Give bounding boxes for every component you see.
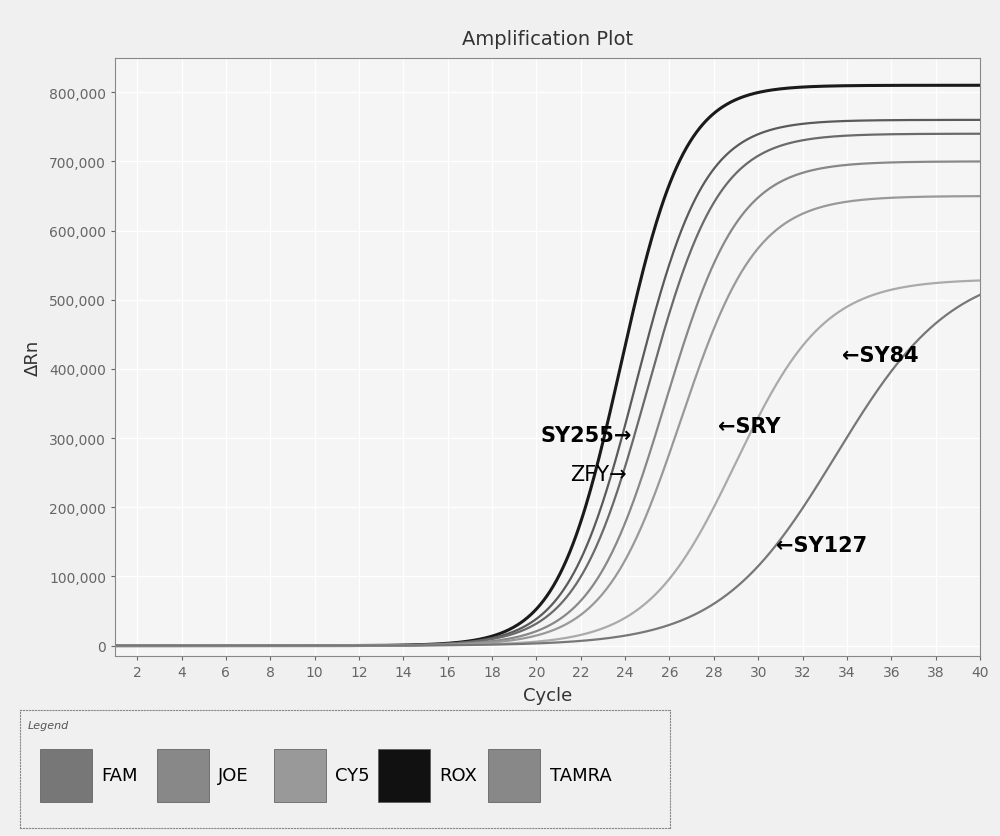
Text: ←SY84: ←SY84 — [842, 345, 919, 365]
Text: FAM: FAM — [101, 767, 138, 784]
Text: ROX: ROX — [439, 767, 477, 784]
Text: JOE: JOE — [218, 767, 249, 784]
Text: Legend: Legend — [28, 720, 69, 730]
Bar — [488, 749, 540, 802]
X-axis label: Cycle: Cycle — [523, 686, 572, 704]
Bar — [40, 749, 92, 802]
Text: TAMRA: TAMRA — [550, 767, 612, 784]
Y-axis label: ΔRn: ΔRn — [24, 339, 42, 375]
Text: CY5: CY5 — [335, 767, 370, 784]
Text: ←SY127: ←SY127 — [776, 536, 867, 556]
Bar — [274, 749, 326, 802]
Bar — [156, 749, 208, 802]
Bar — [378, 749, 430, 802]
Text: SY255→: SY255→ — [541, 426, 632, 445]
Text: ZFY→: ZFY→ — [570, 465, 626, 485]
Title: Amplification Plot: Amplification Plot — [462, 29, 633, 48]
Text: ←SRY: ←SRY — [718, 416, 781, 436]
